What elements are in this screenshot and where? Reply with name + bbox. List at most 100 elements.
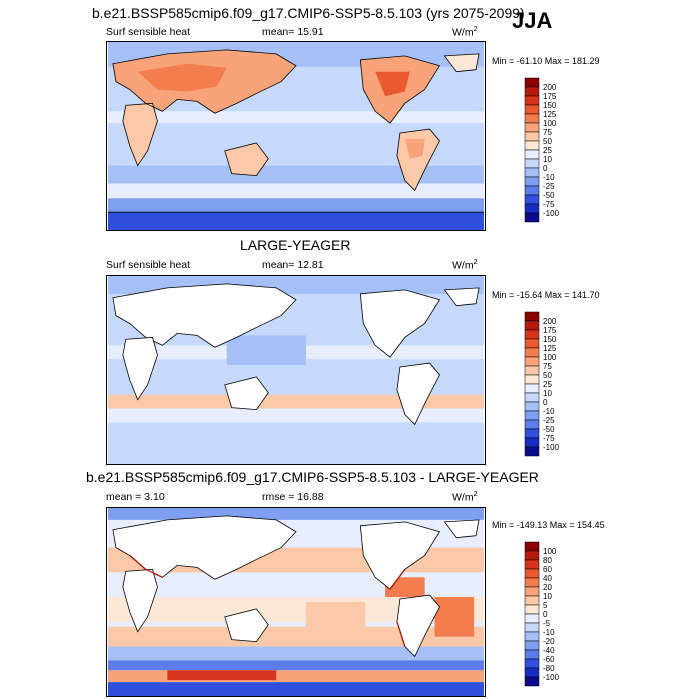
panel-1-variable-label: Surf sensible heat <box>106 26 191 38</box>
colorbar-tick-label: -75 <box>543 434 555 443</box>
colorbar-tick-label: 60 <box>543 565 552 574</box>
colorbar-swatch <box>524 640 540 651</box>
colorbar-tick-label: -10 <box>543 173 555 182</box>
panel-1-map-plot <box>107 42 484 230</box>
colorbar-tick-label: 125 <box>543 110 557 119</box>
colorbar-tick-label: -60 <box>543 655 555 664</box>
colorbar-tick-label: 20 <box>543 583 552 592</box>
colorbar-tick-label: -50 <box>543 191 555 200</box>
colorbar-swatch <box>524 392 540 403</box>
colorbar-swatch <box>524 311 540 322</box>
colorbar-swatch <box>524 550 540 561</box>
colorbar-tick-label: 0 <box>543 610 548 619</box>
colorbar-swatch <box>524 158 540 169</box>
colorbar-swatch <box>524 401 540 412</box>
colorbar-tick-label: 75 <box>543 128 552 137</box>
panel-3-units: W/m2 <box>452 491 478 504</box>
colorbar-tick-label: -100 <box>543 673 560 682</box>
colorbar-swatch <box>524 356 540 367</box>
colorbar-tick-label: -40 <box>543 646 555 655</box>
colorbar-swatch <box>524 203 540 214</box>
colorbar-tick-label: 10 <box>543 155 552 164</box>
colorbar-tick-label: 0 <box>543 164 548 173</box>
panel-2-mean-label: mean= 12.81 <box>262 259 324 271</box>
colorbar-swatch <box>524 167 540 178</box>
colorbar-swatch <box>524 329 540 340</box>
panel-2-map-plot <box>108 276 484 464</box>
colorbar-swatch <box>524 658 540 669</box>
colorbar-tick-label: 0 <box>543 398 548 407</box>
panel-3-minmax: Min = -149.13 Max = 154.45 <box>492 520 605 530</box>
colorbar-swatch <box>524 595 540 606</box>
panel-1-map <box>106 41 486 231</box>
season-label: JJA <box>512 8 553 33</box>
colorbar-tick-label: 10 <box>543 592 552 601</box>
colorbar-swatch <box>524 113 540 124</box>
colorbar-swatch <box>524 95 540 106</box>
panel-3-rmse-label: rmse = 16.88 <box>262 491 324 503</box>
colorbar-tick-label: -10 <box>543 407 555 416</box>
colorbar-swatch <box>524 586 540 597</box>
colorbar-tick-label: 200 <box>543 317 557 326</box>
panel-2-colorbar: 200 175 150 125 100 75 50 25 10 0 -10 -25 -50 -75 -100 <box>524 311 585 462</box>
colorbar-swatch <box>524 194 540 205</box>
colorbar-swatch <box>524 437 540 448</box>
panel-1-title: b.e21.BSSP585cmip6.f09_g17.CMIP6-SSP5-8.… <box>92 5 525 21</box>
colorbar-swatch <box>524 649 540 660</box>
colorbar-tick-label: -25 <box>543 182 555 191</box>
colorbar-tick-label: 75 <box>543 362 552 371</box>
colorbar-swatch <box>524 631 540 642</box>
colorbar-tick-label: 5 <box>543 601 548 610</box>
colorbar-tick-label: 100 <box>543 119 557 128</box>
panel-1-minmax: Min = -61.10 Max = 181.29 <box>492 56 600 66</box>
panel-3-mean-label: mean = 3.10 <box>106 491 165 503</box>
colorbar-swatch <box>524 559 540 570</box>
colorbar-tick-label: 150 <box>543 335 557 344</box>
panel-2-map <box>106 275 486 465</box>
colorbar-swatch <box>524 541 540 552</box>
colorbar-tick-label: 50 <box>543 137 552 146</box>
colorbar-tick-label: 80 <box>543 556 552 565</box>
panel-3-colorbar: 100 80 60 40 20 10 5 0 -5 -10 -20 -40 -60 -80 -100 <box>524 541 585 692</box>
colorbar-swatch <box>524 604 540 615</box>
colorbar-tick-label: -75 <box>543 200 555 209</box>
colorbar-swatch <box>524 104 540 115</box>
colorbar-swatch <box>524 676 540 687</box>
colorbar-swatch <box>524 185 540 196</box>
colorbar-swatch <box>524 338 540 349</box>
panel-2-variable-label: Surf sensible heat <box>106 259 191 271</box>
panel-1-colorbar: 200 175 150 125 100 75 50 25 10 0 -10 -25 -50 -75 -100 <box>524 77 585 228</box>
colorbar-swatch <box>524 577 540 588</box>
colorbar-swatch <box>524 365 540 376</box>
panel-1-units: W/m2 <box>452 26 478 39</box>
colorbar-tick-label: 175 <box>543 326 557 335</box>
colorbar-swatch <box>524 428 540 439</box>
colorbar-swatch <box>524 131 540 142</box>
colorbar-swatch <box>524 347 540 358</box>
panel-2-minmax: Min = -15.64 Max = 141.70 <box>492 290 600 300</box>
colorbar-swatch <box>524 86 540 97</box>
colorbar-tick-label: 40 <box>543 574 552 583</box>
colorbar-tick-label: 200 <box>543 83 557 92</box>
colorbar-tick-label: 50 <box>543 371 552 380</box>
colorbar-swatch <box>524 410 540 421</box>
colorbar-tick-label: -100 <box>543 209 560 218</box>
colorbar-tick-label: -25 <box>543 416 555 425</box>
colorbar-tick-label: -5 <box>543 619 551 628</box>
colorbar-swatch <box>524 383 540 394</box>
colorbar-swatch <box>524 320 540 331</box>
colorbar-tick-label: -50 <box>543 425 555 434</box>
panel-1-mean-label: mean= 15.91 <box>262 26 324 38</box>
colorbar-swatch <box>524 568 540 579</box>
colorbar-tick-label: -20 <box>543 637 555 646</box>
colorbar-swatch <box>524 667 540 678</box>
colorbar-swatch <box>524 176 540 187</box>
colorbar-swatch <box>524 419 540 430</box>
colorbar-tick-label: 10 <box>543 389 552 398</box>
colorbar-swatch <box>524 212 540 223</box>
colorbar-tick-label: 100 <box>543 353 557 362</box>
colorbar-tick-label: 25 <box>543 146 552 155</box>
panel-2-title: LARGE-YEAGER <box>240 237 351 253</box>
colorbar-tick-label: -80 <box>543 664 555 673</box>
colorbar-swatch <box>524 613 540 624</box>
